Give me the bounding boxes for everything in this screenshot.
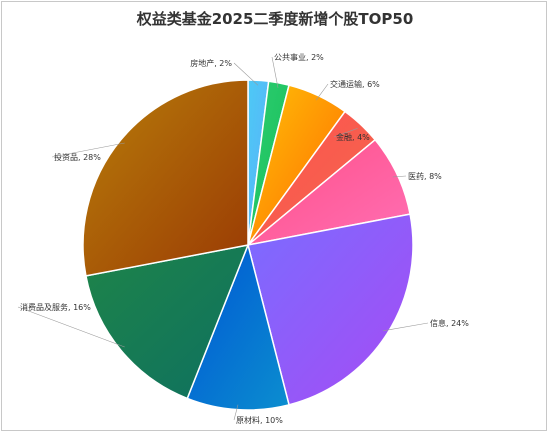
leader-line-1 <box>233 62 259 86</box>
leader-line-2 <box>271 56 279 88</box>
leader-line-6 <box>383 322 429 332</box>
leader-line-4 <box>333 128 358 138</box>
leader-line-7 <box>233 404 239 421</box>
slice-label-3: 交通运输, 6% <box>330 79 380 89</box>
leader-line-9 <box>51 142 125 158</box>
leader-line-3 <box>315 83 329 101</box>
slice-label-6: 信息, 24% <box>430 318 469 328</box>
slice-label-8: 消费品及服务, 16% <box>20 302 91 312</box>
leader-line-8 <box>17 306 125 348</box>
pie-slice-6 <box>247 213 414 406</box>
pie-slice-8 <box>85 244 250 400</box>
slice-label-9: 投资品, 28% <box>54 152 101 162</box>
slice-label-7: 原材料, 10% <box>236 415 283 425</box>
slice-label-1: 房地产, 2% <box>190 58 232 68</box>
leader-line-5 <box>392 175 407 178</box>
slice-label-2: 公共事业, 2% <box>274 52 324 62</box>
slice-label-5: 医药, 8% <box>408 171 442 181</box>
pie-slice-7 <box>186 242 290 411</box>
pie-slice-9 <box>82 79 249 277</box>
slice-label-4: 金融, 4% <box>336 132 370 142</box>
chart-title: 权益类基金2025二季度新增个股TOP50 <box>136 10 414 28</box>
